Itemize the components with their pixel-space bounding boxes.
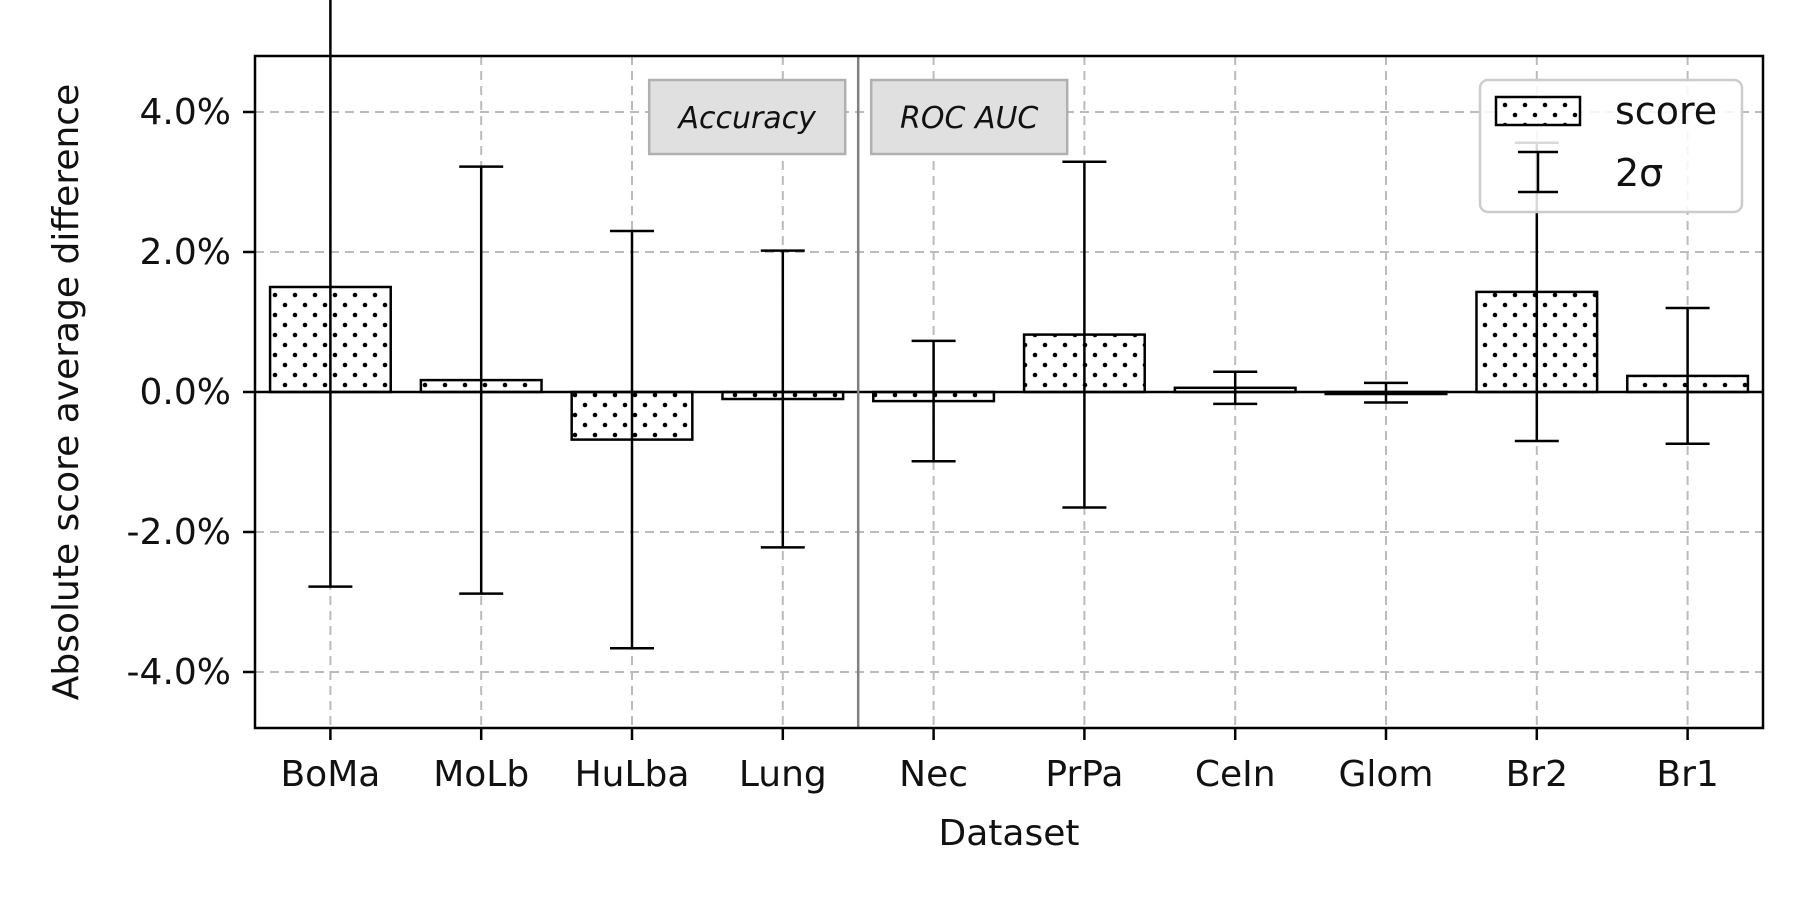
- x-tick-label: Nec: [899, 754, 968, 795]
- errorbar-nec: [911, 339, 956, 463]
- errorbar-glom: [1364, 381, 1408, 404]
- legend-entry-2sigma: 2σ: [1518, 150, 1663, 195]
- x-axis-title: Dataset: [939, 813, 1080, 854]
- legend-label-score: score: [1615, 89, 1717, 133]
- legend-swatch-score: [1494, 95, 1582, 127]
- x-tick-label: Br1: [1656, 754, 1718, 795]
- y-axis-ticks: -4.0% -2.0% 0.0% 2.0% 4.0%: [127, 92, 255, 693]
- errorbar-cein: [1213, 370, 1258, 406]
- y-tick-label: 4.0%: [140, 92, 231, 133]
- x-tick-label: Lung: [739, 754, 827, 795]
- y-tick-label: -2.0%: [127, 512, 231, 553]
- y-tick-label: 0.0%: [140, 372, 231, 413]
- annotation-label: Accuracy: [676, 101, 817, 136]
- annotation-label: ROC AUC: [900, 101, 1038, 136]
- x-tick-label: CeIn: [1195, 754, 1276, 795]
- y-tick-label: -4.0%: [127, 652, 231, 693]
- errorbar-lung: [760, 249, 805, 549]
- errorbar-prpa: [1062, 160, 1107, 509]
- legend: score 2σ: [1478, 78, 1744, 214]
- errorbar-boma: [308, 0, 353, 588]
- x-axis-ticks: BoMa MoLb HuLba Lung Nec PrPa CeIn Glom Br2 Br1: [280, 728, 1719, 795]
- x-tick-label: Glom: [1339, 754, 1434, 795]
- x-tick-label: Br2: [1506, 754, 1568, 795]
- x-tick-label: MoLb: [433, 754, 529, 795]
- legend-entry-score: score: [1494, 89, 1717, 133]
- errorbar-molb: [459, 165, 504, 595]
- annotations: Accuracy ROC AUC: [647, 78, 1069, 156]
- bars: [268, 285, 1750, 441]
- legend-label-2sigma: 2σ: [1615, 151, 1663, 195]
- x-tick-label: PrPa: [1045, 754, 1123, 795]
- errorbar-br1: [1665, 306, 1710, 446]
- annotation-box: [869, 78, 1069, 156]
- error-bars: [308, 0, 1710, 650]
- annotation-right: ROC AUC: [869, 78, 1069, 156]
- annotation-box: [647, 78, 847, 156]
- x-tick-label: BoMa: [280, 754, 380, 795]
- errorbar-hulba: [610, 229, 654, 650]
- y-tick-label: 2.0%: [140, 232, 231, 273]
- x-tick-label: HuLba: [575, 754, 690, 795]
- y-axis-title: Absolute score average difference: [46, 84, 87, 701]
- annotation-left: Accuracy: [647, 78, 847, 156]
